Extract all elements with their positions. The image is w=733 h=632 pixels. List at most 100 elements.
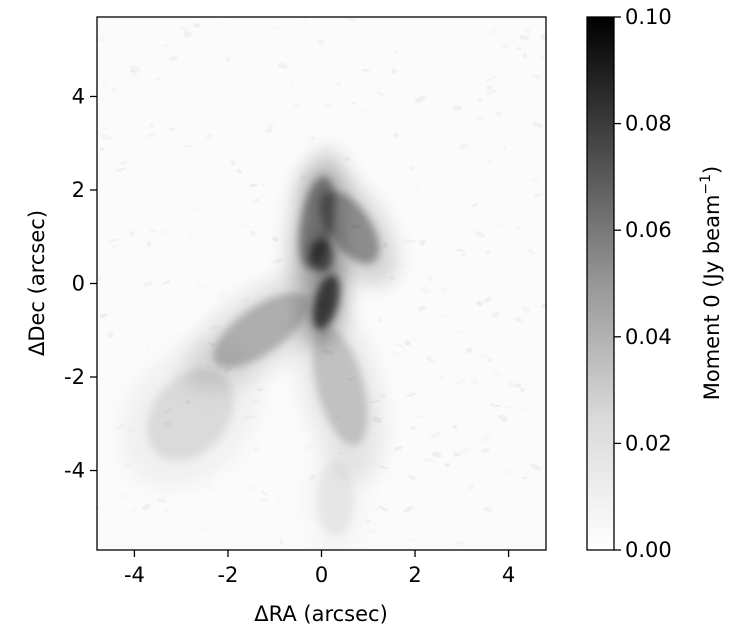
noise-speckle [404, 340, 411, 346]
colorbar-label-close: ) [700, 166, 724, 174]
colorbar-tick-label: 0.04 [625, 325, 672, 349]
noise-speckle [439, 287, 448, 294]
y-tick-label: 0 [72, 272, 85, 296]
noise-speckle [390, 350, 401, 358]
noise-speckle [419, 239, 426, 246]
noise-speckle [482, 297, 491, 303]
noise-speckle [393, 51, 398, 54]
noise-speckle [216, 292, 226, 300]
noise-speckle [409, 426, 416, 431]
noise-speckle [485, 250, 491, 256]
noise-speckle [474, 230, 486, 238]
noise-speckle [421, 197, 426, 200]
noise-speckle [335, 82, 342, 86]
noise-speckle [470, 378, 480, 385]
noise-speckle [393, 132, 399, 138]
y-tick-label: 4 [72, 84, 85, 108]
colorbar-tick-label: 0.08 [625, 112, 672, 136]
noise-speckle [453, 452, 461, 457]
noise-speckle [285, 171, 294, 178]
noise-speckle [129, 65, 141, 72]
noise-speckle [540, 34, 546, 40]
noise-speckle [169, 56, 179, 61]
noise-speckle [202, 257, 210, 263]
noise-speckle [193, 22, 201, 28]
noise-speckle [406, 392, 416, 398]
noise-speckle [488, 488, 500, 495]
noise-speckle [513, 317, 523, 323]
noise-speckle [309, 474, 316, 481]
noise-speckle [520, 306, 531, 312]
noise-speckle [97, 35, 106, 43]
noise-speckle [408, 166, 415, 171]
noise-speckle [358, 171, 370, 177]
noise-speckle [163, 44, 170, 47]
noise-speckle [461, 253, 466, 257]
noise-speckle [458, 111, 466, 117]
noise-speckle [449, 393, 458, 397]
noise-speckle [485, 76, 497, 82]
noise-speckle [480, 353, 489, 358]
noise-speckle [146, 344, 151, 348]
noise-speckle [378, 465, 390, 470]
noise-speckle [272, 258, 284, 263]
noise-speckle [519, 387, 525, 393]
noise-speckle [514, 383, 522, 388]
noise-speckle [225, 56, 231, 62]
noise-speckle [518, 34, 530, 41]
noise-speckle [453, 302, 459, 306]
noise-speckle [300, 458, 310, 463]
noise-speckle [199, 526, 210, 532]
noise-speckle [115, 167, 126, 172]
noise-speckle [251, 198, 261, 204]
noise-speckle [503, 405, 515, 409]
colorbar-tick-label: 0.02 [625, 431, 672, 455]
noise-speckle [430, 432, 441, 439]
noise-speckle [534, 193, 542, 198]
noise-speckle [350, 101, 356, 105]
noise-speckle [507, 380, 516, 388]
noise-speckle [111, 87, 116, 92]
noise-speckle [206, 484, 216, 490]
noise-speckle [182, 75, 194, 82]
noise-speckle [246, 484, 256, 491]
noise-speckle [414, 95, 426, 104]
noise-speckle [100, 125, 110, 131]
noise-speckle [366, 519, 372, 523]
noise-speckle [417, 305, 426, 312]
noise-speckle [189, 207, 199, 214]
noise-speckle [129, 230, 135, 237]
emission-component [316, 461, 355, 536]
x-tick-label: -4 [124, 563, 145, 587]
noise-speckle [394, 343, 405, 348]
noise-speckle [266, 376, 275, 381]
x-tick-label: -2 [217, 563, 238, 587]
noise-speckle [112, 244, 117, 249]
noise-speckle [391, 68, 397, 75]
noise-speckle [266, 124, 274, 130]
noise-speckle [422, 288, 432, 295]
noise-speckle [458, 264, 469, 268]
noise-speckle [404, 239, 416, 244]
noise-speckle [169, 127, 175, 132]
noise-speckle [500, 42, 508, 48]
colorbar-tick-label: 0.06 [625, 218, 672, 242]
noise-speckle [431, 451, 442, 458]
x-tick-label: 4 [502, 563, 515, 587]
noise-speckle [523, 27, 532, 34]
noise-speckle [540, 55, 546, 59]
noise-speckle [494, 111, 503, 117]
noise-speckle [179, 26, 190, 33]
noise-speckle [182, 144, 190, 148]
noise-speckle [530, 463, 542, 471]
noise-speckle [437, 314, 449, 320]
noise-speckle [317, 39, 325, 46]
noise-speckle [146, 133, 156, 137]
noise-speckle [236, 169, 243, 174]
x-axis-label: ΔRA (arcsec) [254, 602, 388, 626]
noise-speckle [163, 279, 171, 285]
noise-speckle [119, 160, 128, 165]
noise-speckle [148, 122, 155, 128]
noise-speckle [459, 447, 471, 454]
noise-speckle [532, 74, 541, 80]
